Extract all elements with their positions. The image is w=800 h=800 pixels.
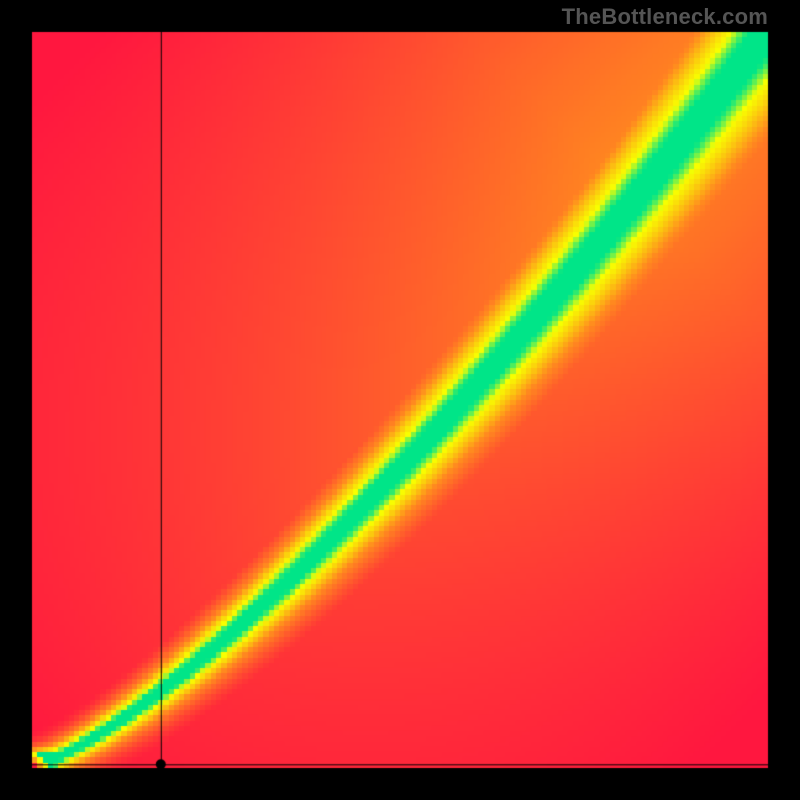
bottleneck-heatmap: [0, 0, 800, 800]
attribution-text: TheBottleneck.com: [562, 4, 768, 30]
chart-container: { "attribution": { "text": "TheBottlenec…: [0, 0, 800, 800]
